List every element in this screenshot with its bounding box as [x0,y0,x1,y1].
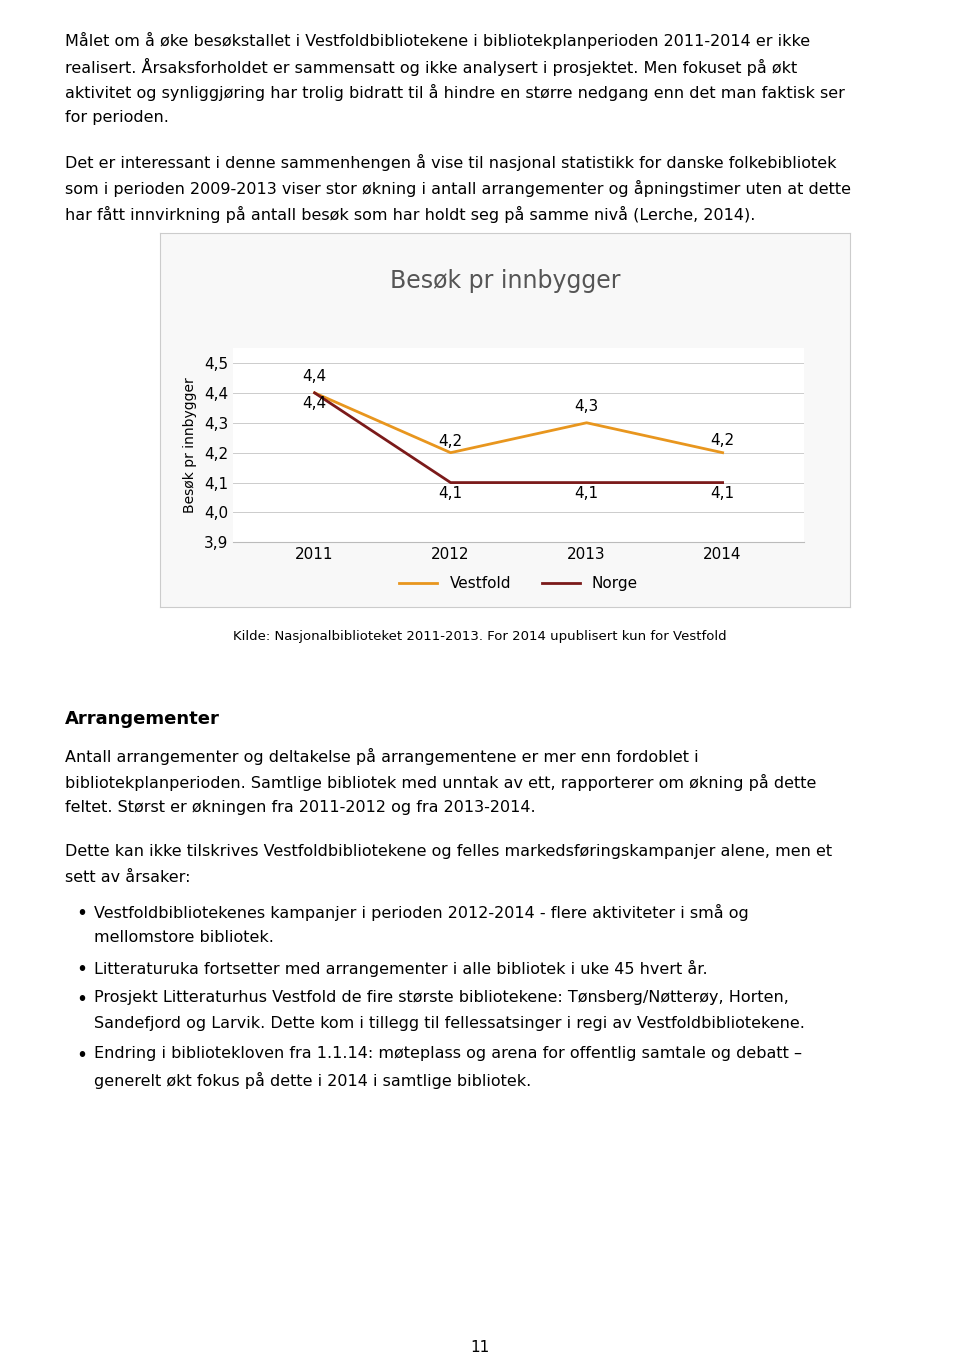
Text: 4,4: 4,4 [302,370,326,385]
Text: feltet. Størst er økningen fra 2011-2012 og fra 2013-2014.: feltet. Størst er økningen fra 2011-2012… [65,799,536,815]
Text: Vestfoldbibliotekenes kampanjer i perioden 2012-2014 - flere aktiviteter i små o: Vestfoldbibliotekenes kampanjer i period… [94,904,749,921]
Text: Sandefjord og Larvik. Dette kom i tillegg til fellessatsinger i regi av Vestfold: Sandefjord og Larvik. Dette kom i tilleg… [94,1016,804,1031]
Text: har fått innvirkning på antall besøk som har holdt seg på samme nivå (Lerche, 20: har fått innvirkning på antall besøk som… [65,205,756,223]
Text: Litteraturuka fortsetter med arrangementer i alle bibliotek i uke 45 hvert år.: Litteraturuka fortsetter med arrangement… [94,960,708,977]
Text: •: • [77,960,87,979]
Y-axis label: Besøk pr innbygger: Besøk pr innbygger [182,378,197,513]
Text: •: • [77,904,87,923]
Text: Arrangementer: Arrangementer [65,711,220,728]
Text: Det er interessant i denne sammenhengen å vise til nasjonal statistikk for dansk: Det er interessant i denne sammenhengen … [65,153,836,171]
Text: aktivitet og synliggjøring har trolig bidratt til å hindre en større nedgang enn: aktivitet og synliggjøring har trolig bi… [65,84,845,101]
Text: 4,1: 4,1 [574,486,599,501]
Text: Prosjekt Litteraturhus Vestfold de fire største bibliotekene: Tønsberg/Nøtterøy,: Prosjekt Litteraturhus Vestfold de fire … [94,990,789,1005]
Legend: Vestfold, Norge: Vestfold, Norge [393,570,644,597]
Text: •: • [77,1046,87,1065]
Text: generelt økt fokus på dette i 2014 i samtlige bibliotek.: generelt økt fokus på dette i 2014 i sam… [94,1072,531,1088]
Text: Kilde: Nasjonalbiblioteket 2011-2013. For 2014 upublisert kun for Vestfold: Kilde: Nasjonalbiblioteket 2011-2013. Fo… [233,630,727,643]
Text: sett av årsaker:: sett av årsaker: [65,871,190,884]
Text: Endring i bibliotekloven fra 1.1.14: møteplass og arena for offentlig samtale og: Endring i bibliotekloven fra 1.1.14: møt… [94,1046,802,1061]
Text: 11: 11 [470,1340,490,1355]
Text: Antall arrangementer og deltakelse på arrangementene er mer enn fordoblet i: Antall arrangementer og deltakelse på ar… [65,747,699,765]
Text: 4,2: 4,2 [710,433,734,448]
Text: 4,1: 4,1 [439,486,463,501]
Text: for perioden.: for perioden. [65,110,169,125]
Text: 4,4: 4,4 [302,397,326,412]
Text: Besøk pr innbygger: Besøk pr innbygger [390,268,620,293]
Text: som i perioden 2009-2013 viser stor økning i antall arrangementer og åpningstime: som i perioden 2009-2013 viser stor økni… [65,179,851,197]
Text: 4,2: 4,2 [439,434,463,449]
Text: mellomstore bibliotek.: mellomstore bibliotek. [94,930,274,945]
Text: 4,3: 4,3 [574,400,599,415]
Text: •: • [77,990,87,1009]
Text: 4,1: 4,1 [710,486,734,501]
Text: Dette kan ikke tilskrives Vestfoldbibliotekene og felles markedsføringskampanjer: Dette kan ikke tilskrives Vestfoldbiblio… [65,845,832,858]
Text: realisert. Årsaksforholdet er sammensatt og ikke analysert i prosjektet. Men fok: realisert. Årsaksforholdet er sammensatt… [65,57,797,77]
Text: Målet om å øke besøkstallet i Vestfoldbibliotekene i bibliotekplanperioden 2011-: Målet om å øke besøkstallet i Vestfoldbi… [65,31,810,49]
Text: bibliotekplanperioden. Samtlige bibliotek med unntak av ett, rapporterer om økni: bibliotekplanperioden. Samtlige bibliote… [65,773,816,791]
